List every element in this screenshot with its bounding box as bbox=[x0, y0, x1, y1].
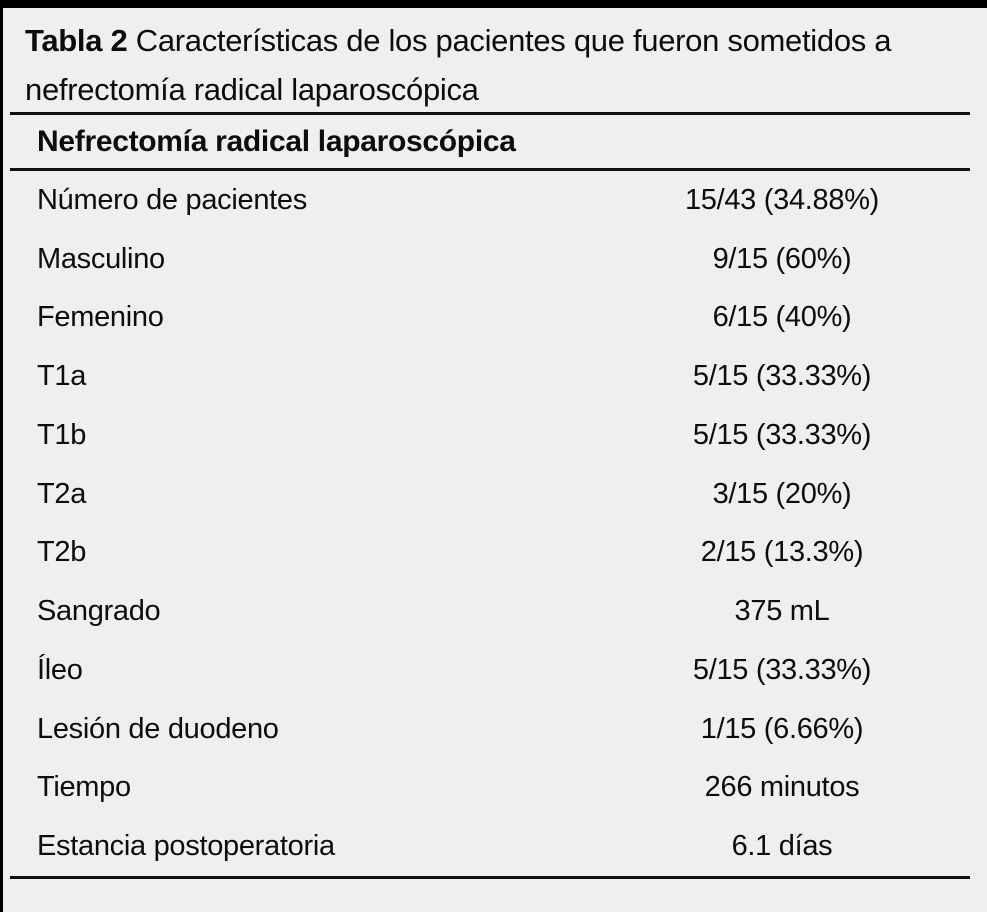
table-row: Tiempo 266 minutos bbox=[37, 759, 962, 818]
row-label: T1a bbox=[37, 360, 87, 393]
row-label: Masculino bbox=[37, 242, 165, 275]
row-label: Femenino bbox=[37, 301, 164, 334]
row-value: 5/15 (33.33%) bbox=[692, 360, 872, 393]
row-label: Número de pacientes bbox=[37, 183, 307, 216]
row-label: Íleo bbox=[37, 653, 83, 686]
table-rule-bottom bbox=[10, 876, 970, 879]
table-caption-text: Características de los pacientes que fue… bbox=[25, 23, 892, 107]
row-value: 6.1 días bbox=[731, 830, 833, 863]
table-header: Nefrectomía radical laparoscópica bbox=[37, 124, 516, 158]
row-value: 3/15 (20%) bbox=[712, 477, 852, 510]
table-rule-top bbox=[10, 112, 970, 115]
row-label: Lesión de duodeno bbox=[37, 712, 279, 745]
scan-edge-top bbox=[0, 0, 987, 8]
table-row: T2b 2/15 (13.3%) bbox=[37, 524, 962, 583]
table-rule-middle bbox=[10, 168, 970, 171]
row-value: 6/15 (40%) bbox=[712, 301, 852, 334]
table-row: Masculino 9/15 (60%) bbox=[37, 230, 962, 289]
row-label: T1b bbox=[37, 418, 87, 451]
table-row: T2a 3/15 (20%) bbox=[37, 465, 962, 524]
row-label: Estancia postoperatoria bbox=[37, 830, 335, 863]
row-label: Tiempo bbox=[37, 771, 131, 804]
table-body: Número de pacientes 15/43 (34.88%) Mascu… bbox=[37, 171, 962, 876]
table-caption: Tabla 2 Características de los pacientes… bbox=[25, 16, 970, 114]
table-row: Sangrado 375 mL bbox=[37, 582, 962, 641]
table-row: T1a 5/15 (33.33%) bbox=[37, 347, 962, 406]
row-value: 15/43 (34.88%) bbox=[684, 183, 880, 216]
row-value: 266 minutos bbox=[704, 771, 860, 804]
row-label: Sangrado bbox=[37, 595, 161, 628]
table-row: Estancia postoperatoria 6.1 días bbox=[37, 817, 962, 876]
table-row: T1b 5/15 (33.33%) bbox=[37, 406, 962, 465]
table-row: Número de pacientes 15/43 (34.88%) bbox=[37, 171, 962, 230]
table-caption-number: Tabla 2 bbox=[25, 23, 128, 58]
row-value: 9/15 (60%) bbox=[712, 242, 852, 275]
table-row: Íleo 5/15 (33.33%) bbox=[37, 641, 962, 700]
row-value: 5/15 (33.33%) bbox=[692, 418, 872, 451]
row-value: 2/15 (13.3%) bbox=[700, 536, 864, 569]
row-value: 375 mL bbox=[734, 595, 830, 628]
row-value: 5/15 (33.33%) bbox=[692, 653, 872, 686]
table-row: Lesión de duodeno 1/15 (6.66%) bbox=[37, 700, 962, 759]
scan-edge-left bbox=[0, 0, 3, 912]
row-label: T2b bbox=[37, 536, 87, 569]
row-label: T2a bbox=[37, 477, 87, 510]
table-row: Femenino 6/15 (40%) bbox=[37, 289, 962, 348]
row-value: 1/15 (6.66%) bbox=[700, 712, 864, 745]
